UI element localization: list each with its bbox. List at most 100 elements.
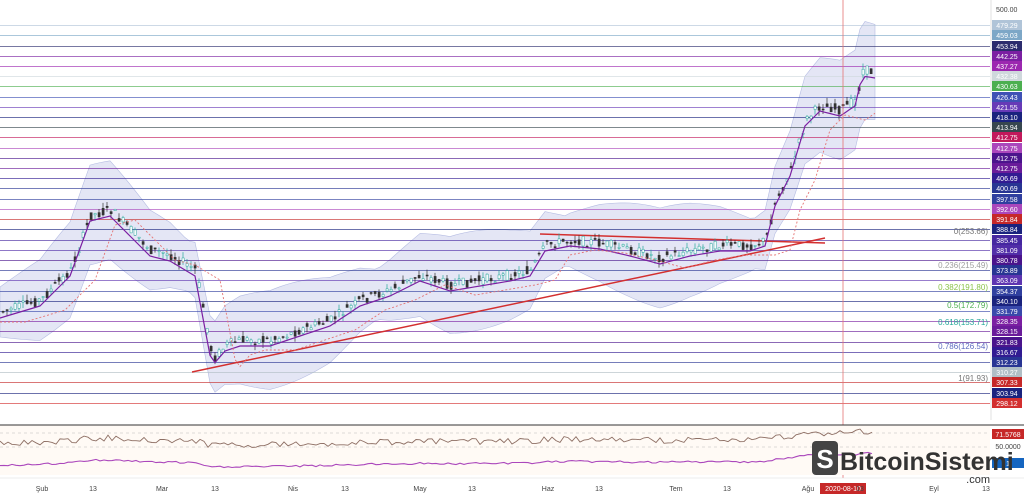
candle-body (361, 294, 365, 298)
candle-body (633, 252, 637, 256)
candle-body (85, 222, 89, 226)
candle-body (597, 238, 601, 247)
candle-body (477, 275, 481, 282)
candle-body (81, 231, 85, 238)
price-level-tag (992, 255, 1022, 265)
price-level-label: 310.27 (996, 370, 1018, 377)
price-level-tag (992, 388, 1022, 398)
candle-body (625, 246, 629, 249)
candle-body (209, 346, 213, 352)
candle-body (217, 349, 221, 357)
ma-fast-line (0, 75, 876, 364)
candle-body (129, 226, 133, 234)
candle-body (685, 247, 689, 252)
x-axis-tick-label: 13 (89, 486, 97, 493)
candle-body (381, 294, 385, 297)
price-level-label: 380.78 (996, 258, 1018, 265)
candle-body (285, 336, 289, 339)
candle-body (445, 278, 449, 289)
price-level-tag (992, 204, 1022, 214)
candle-body (293, 330, 297, 337)
candle-body (573, 240, 577, 244)
candle-body (181, 257, 185, 262)
candle-body (649, 254, 653, 256)
price-level-tag (992, 214, 1022, 224)
candle-body (1, 311, 5, 313)
resistance-trendline (539, 233, 826, 244)
price-level-label: 413.94 (996, 125, 1018, 132)
fib-level-label: 1(91.93) (958, 374, 988, 383)
candle-body (481, 277, 485, 285)
candle-body (189, 266, 193, 268)
x-axis-tick-label: Mar (156, 486, 169, 493)
price-level-label: 406.69 (996, 176, 1018, 183)
x-axis-tick-label: 13 (595, 486, 603, 493)
candle-body (669, 255, 673, 260)
candle-body (677, 255, 681, 257)
candle-body (69, 267, 73, 269)
candle-body (53, 282, 57, 284)
candle-body (161, 251, 165, 254)
candle-body (205, 328, 209, 334)
price-level-label: 412.75 (996, 166, 1018, 173)
price-level-tag (992, 357, 1022, 367)
candle-body (365, 298, 369, 303)
candle-body (349, 305, 353, 309)
candle-body (629, 247, 633, 255)
price-level-tag (992, 224, 1022, 234)
candle-body (729, 242, 733, 246)
logo-icon (812, 441, 838, 475)
price-level-tag (992, 235, 1022, 245)
candle-body (33, 298, 37, 307)
candle-body (353, 300, 357, 306)
candle-body (637, 247, 641, 258)
candle-body (305, 323, 309, 327)
candle-body (433, 276, 437, 283)
price-level-label: 316.67 (996, 350, 1018, 357)
candle-body (809, 115, 813, 120)
candle-body (277, 338, 281, 343)
candle-body (281, 336, 285, 338)
candle-body (429, 277, 433, 283)
candle-body (229, 338, 233, 342)
candle-body (705, 249, 709, 252)
price-level-label: 328.15 (996, 329, 1018, 336)
price-level-label: 459.03 (996, 33, 1018, 40)
candle-body (549, 242, 553, 245)
price-level-tag (992, 81, 1022, 91)
candle-body (157, 250, 161, 253)
price-level-tag (992, 367, 1022, 377)
x-axis-tick-label: May (413, 486, 427, 493)
candle-body (301, 327, 305, 334)
x-axis-tick-label: 13 (468, 486, 476, 493)
x-axis-tick-label: Ağu (802, 486, 815, 493)
candle-body (17, 302, 21, 309)
candle-body (833, 103, 837, 110)
candle-body (105, 205, 109, 208)
price-level-tag (992, 143, 1022, 153)
candle-body (553, 246, 557, 248)
candle-body (57, 277, 61, 282)
fib-level-label: 0(253.66) (954, 227, 989, 236)
candle-body (273, 336, 277, 340)
candle-body (845, 100, 849, 105)
candle-body (653, 258, 657, 260)
x-axis-tick-label: Haz (542, 486, 555, 493)
logo-icon-letter: S (816, 444, 833, 474)
candle-body (197, 282, 201, 288)
candle-body (233, 341, 237, 343)
x-axis-tick-label: 13 (856, 486, 864, 493)
bollinger-band-layer (0, 21, 876, 393)
candle-body (369, 292, 373, 294)
candle-body (805, 116, 809, 119)
candle-body (761, 237, 765, 242)
price-level-tag (992, 30, 1022, 40)
price-level-tag (992, 41, 1022, 51)
candle-body (313, 321, 317, 326)
candle-body (721, 242, 725, 247)
price-level-label: 388.84 (996, 227, 1018, 234)
candle-body (269, 340, 273, 345)
candle-body (245, 337, 249, 341)
candle-body (693, 248, 697, 254)
